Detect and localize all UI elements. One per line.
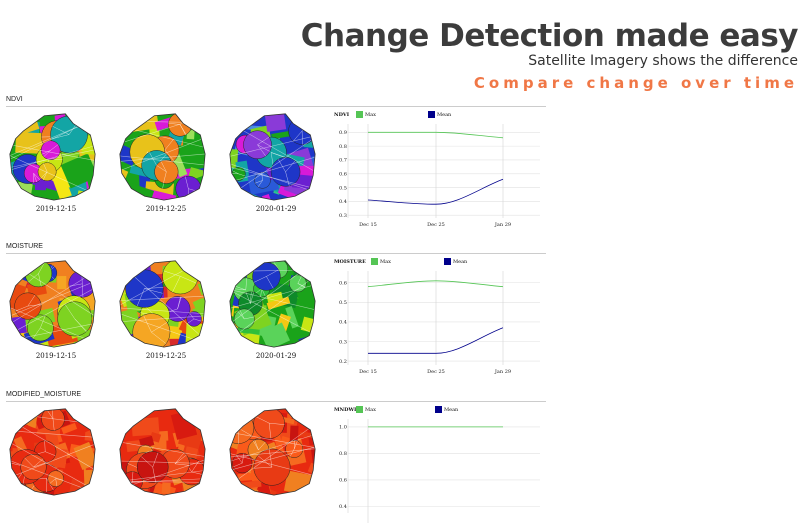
- legend-max-label: Max: [365, 407, 376, 413]
- thumbnail-date: 2019-12-15: [6, 205, 106, 213]
- hero-title: Change Detection made easy: [301, 18, 798, 54]
- legend-max-swatch: [371, 258, 378, 265]
- thumbnail-date: 2019-12-25: [116, 352, 216, 360]
- y-tick-label: 0.8: [339, 451, 347, 457]
- field-map-image: [226, 110, 326, 202]
- legend-mean-label: Mean: [437, 112, 451, 118]
- max-series-line: [368, 132, 503, 138]
- section-moisture: MOISTURE 2019-12-15 2019-12-25 2020-01-2…: [0, 243, 546, 378]
- x-tick-label: Dec 25: [427, 222, 445, 228]
- y-tick-label: 0.8: [339, 144, 347, 150]
- y-tick-label: 0.3: [339, 213, 347, 219]
- y-tick-label: 0.4: [339, 504, 347, 510]
- section-divider: [6, 106, 546, 107]
- ndvi-thumbnail-3[interactable]: 2020-01-29: [226, 110, 326, 202]
- x-tick-label: Dec 25: [427, 369, 445, 375]
- section-title: MOISTURE: [6, 243, 43, 250]
- modified-moisture-thumbnail-1[interactable]: [6, 405, 106, 497]
- chart-legend: MNDWI Max Mean: [330, 405, 544, 415]
- field-map-image: [6, 110, 106, 202]
- y-tick-label: 0.3: [339, 339, 347, 345]
- y-tick-label: 0.6: [339, 172, 347, 178]
- moisture-thumbnail-1[interactable]: 2019-12-15: [6, 257, 106, 349]
- legend-mean-swatch: [435, 406, 442, 413]
- y-tick-label: 0.6: [339, 281, 347, 287]
- section-title: NDVI: [6, 96, 23, 103]
- line-plot: 0.6 0.5 0.4 0.3 0.2 Dec 15 Dec 25 Jan 29: [330, 257, 544, 375]
- mean-series-line: [368, 179, 503, 204]
- legend-mean-label: Mean: [444, 407, 458, 413]
- thumbnail-date: 2020-01-29: [226, 352, 326, 360]
- section-ndvi: NDVI 2019-12-15 2019-12-25 2020-01-29 ND…: [0, 96, 546, 231]
- legend-max-label: Max: [380, 259, 391, 265]
- modified-moisture-thumbnail-3[interactable]: [226, 405, 326, 497]
- legend-max-label: Max: [365, 112, 376, 118]
- field-map-image: [116, 257, 216, 349]
- y-tick-label: 1.0: [339, 425, 347, 431]
- mean-series-line: [368, 328, 503, 354]
- field-map-image: [116, 405, 216, 497]
- legend-mean-swatch: [444, 258, 451, 265]
- chart-legend: MOISTURE Max Mean: [330, 257, 544, 267]
- legend-max-swatch: [356, 406, 363, 413]
- ndvi-chart: NDVI Max Mean 0.9 0.8 0.7 0.6 0.5 0.4 0.3 Dec 1…: [330, 110, 544, 231]
- modified-moisture-thumbnail-2[interactable]: [116, 405, 216, 497]
- moisture-thumbnail-3[interactable]: 2020-01-29: [226, 257, 326, 349]
- legend-max-swatch: [356, 111, 363, 118]
- chart-metric-label: NDVI: [334, 112, 349, 118]
- legend-mean-label: Mean: [453, 259, 467, 265]
- section-title: MODIFIED_MOISTURE: [6, 391, 81, 398]
- thumbnail-date: 2019-12-15: [6, 352, 106, 360]
- x-tick-label: Jan 29: [494, 369, 511, 375]
- thumbnail-date: 2020-01-29: [226, 205, 326, 213]
- field-map-image: [6, 257, 106, 349]
- x-tick-label: Jan 29: [494, 222, 511, 228]
- legend-mean-swatch: [428, 111, 435, 118]
- field-map-image: [226, 405, 326, 497]
- chart-metric-label: MOISTURE: [334, 259, 366, 265]
- y-tick-label: 0.9: [339, 130, 347, 136]
- y-tick-label: 0.5: [339, 185, 347, 191]
- moisture-thumbnail-2[interactable]: 2019-12-25: [116, 257, 216, 349]
- field-map-image: [116, 110, 216, 202]
- thumbnail-date: 2019-12-25: [116, 205, 216, 213]
- section-divider: [6, 401, 546, 402]
- hero-tagline: Compare change over time: [301, 73, 798, 93]
- y-tick-label: 0.5: [339, 300, 347, 306]
- hero-header: Change Detection made easy Satellite Ima…: [301, 18, 798, 93]
- y-tick-label: 0.2: [339, 359, 347, 365]
- chart-metric-label: MNDWI: [334, 407, 356, 413]
- moisture-chart: MOISTURE Max Mean 0.6 0.5 0.4 0.3 0.2 Dec 15 D…: [330, 257, 544, 378]
- line-plot: 0.9 0.8 0.7 0.6 0.5 0.4 0.3 Dec 15 Dec 25 Jan 29: [330, 110, 544, 228]
- hero-subtitle: Satellite Imagery shows the difference: [301, 53, 798, 70]
- y-tick-label: 0.4: [339, 320, 347, 326]
- y-tick-label: 0.4: [339, 199, 347, 205]
- field-map-image: [226, 257, 326, 349]
- chart-legend: NDVI Max Mean: [330, 110, 544, 120]
- x-tick-label: Dec 15: [359, 222, 377, 228]
- ndvi-thumbnail-1[interactable]: 2019-12-15: [6, 110, 106, 202]
- x-tick-label: Dec 15: [359, 369, 377, 375]
- ndvi-thumbnail-2[interactable]: 2019-12-25: [116, 110, 216, 202]
- section-divider: [6, 253, 546, 254]
- y-tick-label: 0.7: [339, 158, 347, 164]
- max-series-line: [368, 281, 503, 287]
- field-map-image: [6, 405, 106, 497]
